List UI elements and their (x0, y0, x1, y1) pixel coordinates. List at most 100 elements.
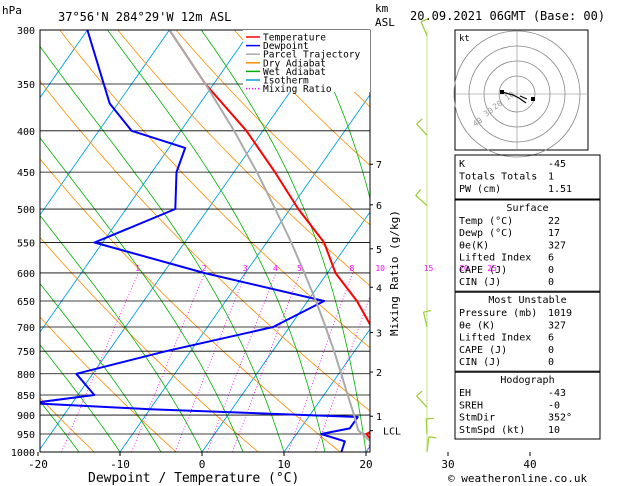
mixing-ratio-axis-label: Mixing Ratio (g/kg) (388, 210, 401, 336)
mixing-ratio-line (232, 272, 301, 452)
pressure-tick-label: 300 (17, 26, 35, 37)
stats-box-section (454, 371, 601, 440)
mixing-ratio-label: 20 (459, 264, 469, 273)
pressure-tick-label: 400 (17, 127, 35, 138)
dry-adiabat-line (40, 397, 95, 452)
stat-section-title: Most Unstable (488, 295, 566, 306)
stat-value: -43 (548, 388, 566, 399)
stat-value: 327 (548, 320, 566, 331)
stat-section-title: Hodograph (500, 375, 554, 386)
hodograph-point (531, 97, 535, 101)
stat-value: 6 (548, 333, 554, 344)
pressure-tick-label: 900 (17, 411, 35, 422)
stat-label: Pressure (mb) (459, 308, 537, 319)
stat-label: Totals Totals (459, 172, 537, 183)
series-line-temperature (168, 30, 370, 440)
mixing-ratio-label: 15 (424, 264, 434, 273)
pressure-tick-label: 700 (17, 323, 35, 334)
stat-value: 0 (548, 277, 554, 288)
wind-barb (415, 189, 422, 196)
mixing-ratio-label: 3 (243, 264, 248, 273)
temp-tick-label: 20 (359, 458, 372, 471)
km-tick-label: 2 (376, 368, 382, 379)
plot-frame (39, 29, 371, 453)
stat-label: CAPE (J) (459, 265, 507, 276)
stat-label: CIN (J) (459, 277, 501, 288)
legend-label: Parcel Trajectory (263, 50, 361, 61)
stat-value: 6 (548, 253, 554, 264)
wind-barb (425, 418, 428, 435)
stat-value: 17 (548, 228, 560, 239)
km-tick-label: 7 (376, 160, 382, 171)
stat-label: PW (cm) (459, 184, 501, 195)
pressure-tick-label: 750 (17, 347, 35, 358)
storm-motion-marker (519, 95, 528, 100)
wind-barb (426, 436, 430, 453)
legend-box (243, 30, 370, 92)
wet-adiabat-line (304, 30, 370, 201)
stats-box-section (454, 291, 601, 372)
wet-adiabat-line (403, 30, 448, 452)
wet-adiabat-line (40, 344, 121, 452)
isotherm-line (40, 30, 252, 333)
series-line-parcel-trajectory (168, 30, 370, 443)
hodograph-frame (454, 29, 589, 151)
mixing-ratio-line (287, 272, 353, 452)
stat-section-title: Surface (506, 203, 548, 214)
stat-value: -45 (548, 159, 566, 170)
km-tick-label: LCL (383, 427, 401, 438)
dry-adiabat-line (0, 30, 12, 452)
wind-barb (416, 395, 428, 408)
stat-label: StmDir (459, 413, 495, 424)
legend-label: Dry Adiabat (263, 58, 326, 69)
isotherm-line (40, 30, 170, 216)
stat-label: CAPE (J) (459, 345, 507, 356)
stat-value: 327 (548, 240, 566, 251)
temp-tick-label: 30 (441, 458, 454, 471)
pressure-tick-label: 600 (17, 269, 35, 280)
pressure-tick-label: 650 (17, 297, 35, 308)
series-line-dewpoint (40, 30, 359, 452)
mixing-ratio-line (131, 272, 206, 452)
stats-box-indices (454, 154, 601, 200)
copyright-label: © weatheronline.co.uk (448, 472, 587, 485)
temp-tick-label: -20 (28, 458, 48, 471)
legend-label: Isotherm (263, 76, 309, 87)
stat-value: 1 (548, 172, 554, 183)
stats-box-section (454, 199, 601, 292)
wind-barb (422, 312, 428, 328)
km-tick-label: 6 (376, 201, 382, 212)
stat-label: EH (459, 388, 471, 399)
pressure-tick-label: 950 (17, 430, 35, 441)
hodograph-trace (501, 91, 527, 104)
stat-label: Dewp (°C) (459, 228, 513, 239)
wind-barb (426, 417, 434, 420)
mixing-ratio-label: 4 (273, 264, 278, 273)
stat-value: -0 (548, 400, 560, 411)
stat-label: Lifted Index (459, 333, 531, 344)
asl-label: ASL (375, 16, 395, 29)
stat-label: θe(K) (459, 240, 489, 251)
x-axis-label: Dewpoint / Temperature (°C) (88, 471, 299, 486)
km-tick-label: 4 (376, 283, 382, 294)
legend-label: Wet Adiabat (263, 67, 326, 78)
wind-barb (420, 18, 429, 23)
mixing-ratio-label: 8 (350, 264, 355, 273)
stat-value: 0 (548, 345, 554, 356)
skewt-plot-area (0, 30, 448, 452)
stat-label: CIN (J) (459, 357, 501, 368)
km-label: km (375, 2, 389, 15)
wind-barb (416, 123, 428, 136)
stat-value: 1019 (548, 308, 572, 319)
datetime-label: 20.09.2021 06GMT (Base: 00) (410, 9, 605, 23)
stat-label: Temp (°C) (459, 216, 513, 227)
stat-value: 10 (548, 425, 560, 436)
mixing-ratio-line (61, 272, 139, 452)
wind-barb (416, 118, 423, 125)
km-tick-label: 1 (376, 412, 382, 423)
mixing-ratio-label: 10 (375, 264, 385, 273)
temp-tick-label: -10 (110, 458, 130, 471)
isotherm-line (40, 30, 334, 450)
stat-label: θe (K) (459, 320, 495, 331)
